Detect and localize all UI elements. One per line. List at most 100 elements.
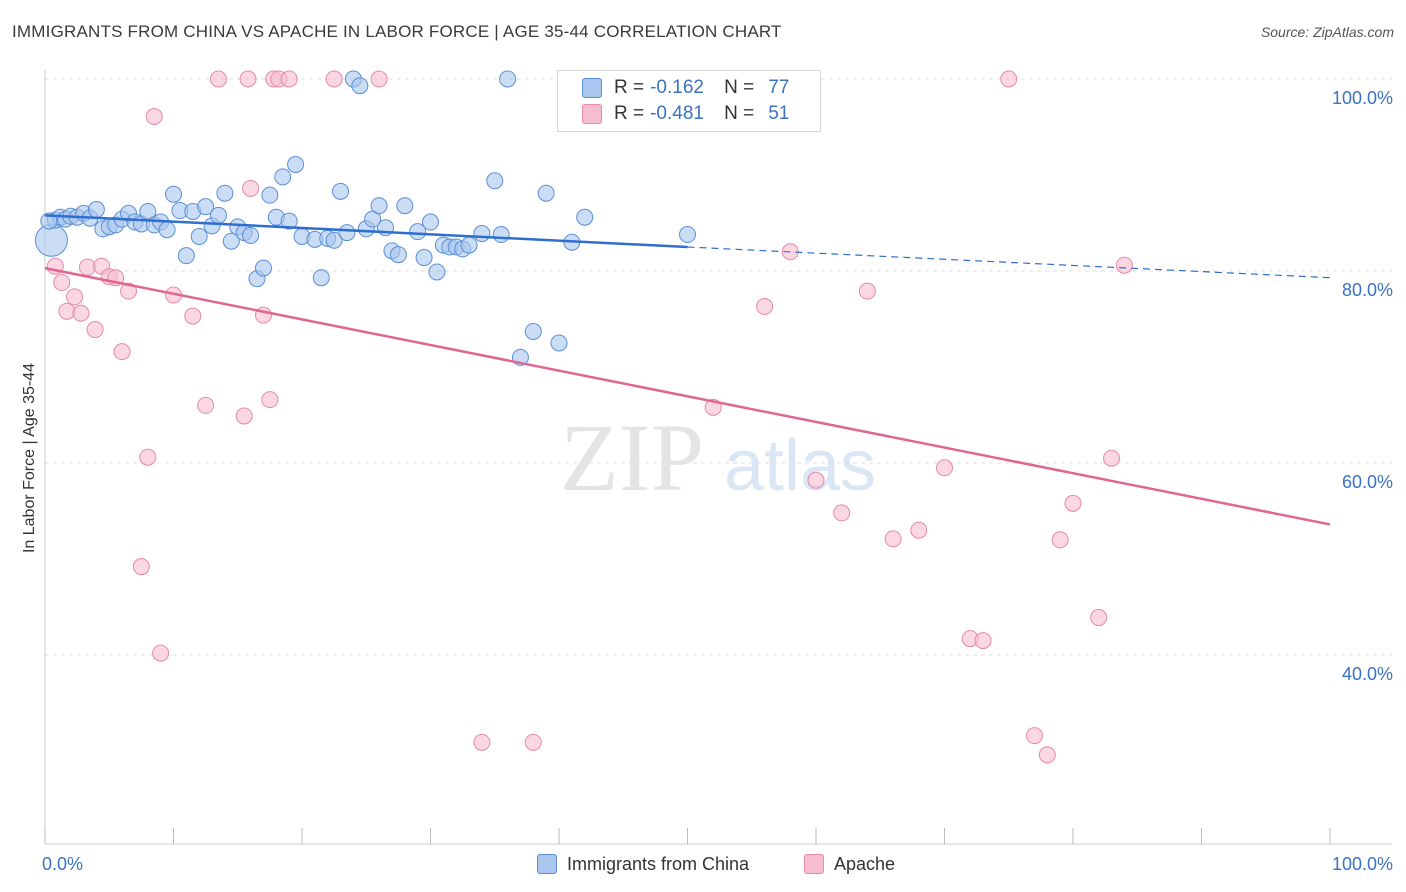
apache-point-6 [86,321,104,339]
r-value: -0.162 [650,77,704,98]
stats-box: R = -0.162 N = 77 R = -0.481 N = 51 [557,70,821,132]
apache-point-33 [756,298,774,316]
apache-point-30 [473,733,491,751]
apache-point-42 [974,632,992,650]
china-point-56 [409,223,427,241]
china-point-34 [254,259,272,277]
apache-point-40 [936,459,953,477]
china-point-75 [679,226,696,244]
china-point-57 [415,249,433,267]
y-tick-label-3: 40.0% [1342,664,1393,684]
china-point-22 [177,247,195,265]
china-point-66 [486,172,504,190]
china-point-8 [87,201,105,219]
apache-point-31 [524,733,542,751]
stats-row-china: R = -0.162 N = 77 [582,76,789,100]
legend-swatch-china [537,854,557,874]
y-tick-labels: 100.0% 80.0% 60.0% 40.0% [1332,88,1393,684]
apache-point-48 [1090,609,1108,627]
china-point-67 [492,226,510,244]
apache-point-28 [325,70,343,88]
china-point-32 [242,226,260,244]
china-point-42 [312,269,330,287]
apache-point-13 [139,448,157,466]
x-tick-labels: 0.0% 100.0% [42,854,1393,874]
china-point-44 [325,231,343,249]
apache-point-43 [1000,70,1018,88]
apache-point-22 [242,179,260,197]
china-point-38 [280,212,298,230]
china-point-72 [550,334,568,352]
apache-point-1 [53,274,71,292]
r-label: R = [614,77,645,98]
apache-point-14 [145,107,163,125]
apache-point-5 [78,258,96,276]
apache-point-45 [1038,746,1056,764]
china-point-28 [216,184,234,202]
apache-point-47 [1064,494,1082,512]
china-point-24 [190,227,208,245]
apache-point-19 [209,70,227,88]
china-point-19 [158,221,176,239]
china-point-29 [222,232,240,250]
china-point-55 [396,197,414,215]
apache-point-24 [261,391,279,409]
legend-item-china[interactable]: Immigrants from China [537,850,749,878]
apache-trend-line [44,266,1331,526]
watermark-zip: ZIP [560,404,704,511]
china-point-71 [537,184,555,202]
apache-point-3 [66,288,84,306]
watermark-atlas: atlas [724,426,876,506]
china-point-25 [197,198,215,216]
apache-point-49 [1103,449,1121,467]
china-point-46 [338,224,356,242]
china-point-37 [274,168,292,186]
apache-point-10 [113,343,131,361]
r-label: R = [614,103,645,124]
apache-point-20 [235,407,253,425]
china-point-68 [499,70,517,88]
china-trend-line [44,214,688,249]
watermark: ZIP atlas [560,404,876,511]
china-point-59 [428,263,446,281]
apache-point-2 [58,302,76,320]
apache-point-38 [884,530,902,548]
apache-point-35 [807,471,825,489]
n-value: 51 [768,103,790,124]
apache-point-27 [280,70,298,88]
china-point-48 [351,77,369,95]
gridlines [45,78,1392,656]
apache-point-37 [858,282,876,300]
y-tick-label-0: 100.0% [1332,88,1393,108]
x-tick-label-0: 0.0% [42,854,83,874]
china-point-27 [209,206,227,224]
x-tick-label-1: 100.0% [1332,854,1393,874]
apache-point-46 [1051,531,1069,549]
apache-point-44 [1025,727,1043,745]
y-tick-label-2: 60.0% [1342,472,1393,492]
china-trend-extension [687,246,1331,279]
apache-point-18 [197,396,215,414]
axes [44,70,1392,845]
legend-label-apache: Apache [834,853,896,874]
series-apache [46,70,1133,764]
stats-row-apache: R = -0.481 N = 51 [582,102,789,126]
china-point-54 [389,246,407,264]
apache-point-4 [72,304,90,322]
y-tick-label-1: 80.0% [1342,280,1393,300]
legend-label-china: Immigrants from China [567,853,750,874]
legend-item-apache[interactable]: Apache [804,850,895,878]
apache-point-12 [132,558,150,576]
apache-swatch [582,104,602,124]
legend-swatch-apache [804,854,824,874]
china-point-39 [287,155,305,173]
apache-point-17 [184,307,202,325]
source-label: Source: ZipAtlas.com [1260,24,1394,40]
china-point-45 [332,182,350,200]
china-point-65 [473,225,491,243]
apache-point-21 [239,70,257,88]
china-point-35 [261,186,279,204]
r-value: -0.481 [650,103,704,124]
china-point-76 [40,212,58,230]
